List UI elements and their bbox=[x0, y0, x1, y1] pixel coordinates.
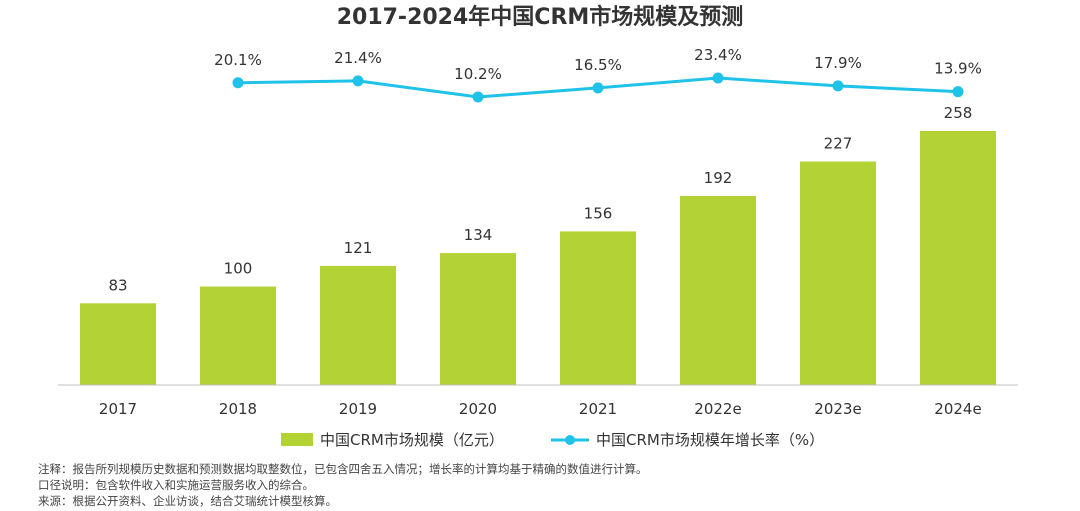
growth-point-2020 bbox=[472, 91, 484, 103]
footnotes: 注释：报告所列规模历史数据和预测数据均取整数位，已包含四舍五入情况；增长率的计算… bbox=[38, 461, 648, 509]
x-tick-label: 2024e bbox=[934, 400, 981, 418]
legend-bar-label: 中国CRM市场规模（亿元） bbox=[320, 431, 504, 449]
x-tick-label: 2019 bbox=[339, 400, 377, 418]
x-tick-label: 2022e bbox=[694, 400, 741, 418]
legend-line-marker bbox=[565, 435, 575, 445]
bar-2023e bbox=[800, 161, 876, 385]
footnote-note: 注释：报告所列规模历史数据和预测数据均取整数位，已包含四舍五入情况；增长率的计算… bbox=[38, 462, 648, 476]
growth-point-2021 bbox=[592, 82, 604, 94]
bar-2021 bbox=[560, 231, 636, 385]
growth-rate-label: 20.1% bbox=[214, 51, 262, 69]
footnote-source: 来源：根据公开资料、企业访谈，结合艾瑞统计模型核算。 bbox=[38, 494, 337, 508]
x-tick-label: 2020 bbox=[459, 400, 497, 418]
bar-2019 bbox=[320, 265, 396, 385]
growth-point-2022e bbox=[712, 72, 724, 84]
bar-2018 bbox=[200, 286, 276, 385]
growth-point-2019 bbox=[352, 75, 364, 87]
x-tick-label: 2021 bbox=[579, 400, 617, 418]
growth-point-2023e bbox=[832, 80, 844, 92]
growth-rate-label: 16.5% bbox=[574, 56, 622, 74]
bar-value-label: 258 bbox=[944, 104, 973, 122]
x-tick-label: 2018 bbox=[219, 400, 257, 418]
legend: 中国CRM市场规模（亿元） 中国CRM市场规模年增长率（%） bbox=[281, 431, 824, 449]
x-tick-label: 2017 bbox=[99, 400, 137, 418]
bar-value-label: 156 bbox=[584, 204, 613, 222]
growth-rate-label: 10.2% bbox=[454, 65, 502, 83]
growth-point-2024e bbox=[952, 86, 964, 98]
bar-series: 83 100 121 134 156 192 227 258 bbox=[80, 104, 996, 385]
growth-rate-label: 21.4% bbox=[334, 49, 382, 67]
bar-2024e bbox=[920, 131, 996, 385]
footnote-scope: 口径说明：包含软件收入和实施运营服务收入的综合。 bbox=[38, 478, 314, 492]
growth-rate-label: 23.4% bbox=[694, 46, 742, 64]
bar-value-label: 121 bbox=[344, 239, 373, 257]
legend-line-label: 中国CRM市场规模年增长率（%） bbox=[596, 431, 824, 449]
bar-2017 bbox=[80, 303, 156, 385]
bar-value-label: 134 bbox=[464, 226, 493, 244]
bar-value-label: 83 bbox=[108, 276, 127, 294]
growth-line-series: 20.1% 21.4% 10.2% 16.5% 23.4% 17.9% 13.9% bbox=[214, 46, 982, 103]
bar-value-label: 100 bbox=[224, 260, 253, 278]
growth-rate-label: 13.9% bbox=[934, 60, 982, 78]
x-tick-labels: 2017 2018 2019 2020 2021 2022e 2023e 2024e bbox=[99, 400, 982, 418]
legend-bar-swatch bbox=[281, 433, 313, 446]
growth-point-2018 bbox=[232, 77, 244, 89]
chart-title: 2017-2024年中国CRM市场规模及预测 bbox=[337, 4, 744, 30]
bar-2020 bbox=[440, 253, 516, 385]
x-tick-label: 2023e bbox=[814, 400, 861, 418]
chart: 2017-2024年中国CRM市场规模及预测 83 100 121 134 156 192… bbox=[58, 4, 1018, 449]
bar-value-label: 192 bbox=[704, 169, 733, 187]
growth-rate-label: 17.9% bbox=[814, 54, 862, 72]
bar-2022e bbox=[680, 195, 756, 385]
bar-value-label: 227 bbox=[824, 135, 853, 153]
